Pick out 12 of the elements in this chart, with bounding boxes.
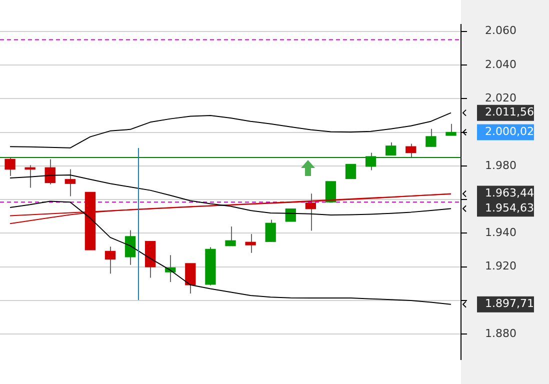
y-tick-label: 1.980 bbox=[485, 158, 516, 172]
y-tick-label: 1.940 bbox=[485, 226, 516, 240]
y-tick-label: 2.000,02 bbox=[485, 125, 534, 138]
y-tick-label: 1.897,71 bbox=[485, 297, 534, 310]
y-tick-label: 2.060 bbox=[485, 24, 516, 38]
y-tick-label: 2.040 bbox=[485, 58, 516, 71]
y-tick-label: 1.963,44 bbox=[485, 186, 534, 200]
y-tick-label: 1.920 bbox=[485, 260, 516, 273]
y-tick-label: 1.880 bbox=[485, 327, 516, 340]
y-tick-label: 2.011,56 bbox=[485, 106, 534, 119]
y-tick-label: 1.954,63 bbox=[485, 201, 534, 214]
y-tick-label: 2.020 bbox=[485, 91, 516, 104]
